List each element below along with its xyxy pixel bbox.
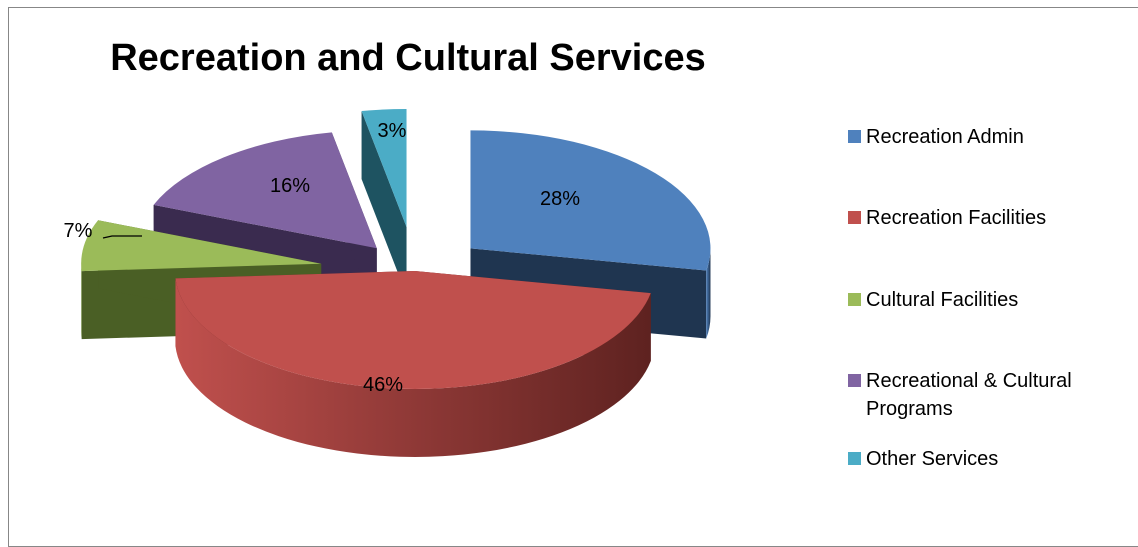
data-label-2: 7%	[64, 220, 93, 242]
legend-item-recreation-admin: Recreation Admin	[848, 123, 1126, 151]
pie-chart: 28% 46% 7% 16% 3%	[64, 108, 711, 458]
legend-label: Cultural Facilities	[866, 289, 1019, 311]
legend-item-cultural-facilities: Cultural Facilities	[848, 286, 1126, 314]
pie-slice-other-services	[361, 108, 407, 295]
chart-title: Recreation and Cultural Services	[110, 37, 706, 79]
leader-line	[102, 235, 142, 239]
data-label-1: 46%	[363, 374, 403, 396]
legend-swatch	[848, 374, 861, 387]
legend-swatch	[848, 130, 861, 143]
data-label-4: 3%	[378, 120, 407, 142]
data-label-0: 28%	[540, 188, 580, 210]
legend-swatch	[848, 211, 861, 224]
legend-label: Recreation Admin	[866, 126, 1024, 148]
legend-label: Other Services	[866, 448, 999, 470]
legend-label: Recreation Facilities	[866, 207, 1047, 229]
legend-label: Recreational & Cultural Programs	[866, 370, 1072, 420]
data-label-3: 16%	[270, 175, 310, 197]
legend-item-recreation-facilities: Recreation Facilities	[848, 204, 1126, 232]
legend-swatch	[848, 452, 861, 465]
pie-slice-recreation-facilities	[175, 271, 651, 458]
legend-item-recreational-cultural-programs: Recreational & Cultural Programs	[848, 367, 1126, 423]
legend-item-other-services: Other Services	[848, 445, 1126, 473]
legend-swatch	[848, 293, 861, 306]
